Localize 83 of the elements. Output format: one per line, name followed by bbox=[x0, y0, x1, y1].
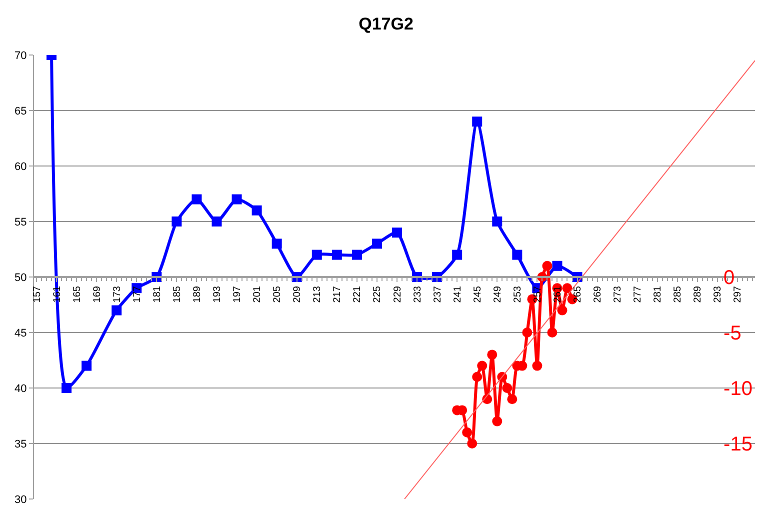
point bbox=[172, 216, 182, 226]
point bbox=[562, 283, 572, 294]
x-tick-label: 241 bbox=[452, 286, 464, 303]
point bbox=[252, 205, 262, 216]
point bbox=[477, 360, 488, 371]
point bbox=[557, 305, 568, 316]
x-tick-label: 265 bbox=[572, 286, 584, 303]
point bbox=[472, 372, 482, 382]
point bbox=[332, 250, 342, 260]
y2-tick-label: -15 bbox=[724, 434, 752, 456]
x-tick-label: 225 bbox=[372, 286, 384, 303]
x-tick-label: 261 bbox=[552, 286, 564, 303]
point bbox=[312, 250, 322, 260]
x-tick-label: 293 bbox=[712, 286, 724, 303]
y-tick-label: 30 bbox=[14, 494, 27, 506]
x-tick-label: 205 bbox=[272, 286, 284, 303]
y2-tick-label: -10 bbox=[724, 378, 752, 400]
x-tick-label: 165 bbox=[72, 286, 83, 303]
point bbox=[472, 116, 482, 127]
point bbox=[552, 260, 562, 271]
x-tick-label: 277 bbox=[632, 286, 644, 303]
x-tick-label: 249 bbox=[492, 286, 504, 303]
point bbox=[467, 438, 478, 448]
x-tick-label: 161 bbox=[52, 286, 63, 303]
y-tick-label: 40 bbox=[14, 382, 27, 395]
x-tick-label: 237 bbox=[432, 286, 444, 303]
x-tick-label: 281 bbox=[652, 286, 664, 303]
y-tick-label: 60 bbox=[14, 160, 27, 173]
point bbox=[452, 250, 462, 260]
point bbox=[507, 394, 518, 404]
y-tick-label: 55 bbox=[14, 216, 27, 228]
point bbox=[532, 360, 542, 371]
x-tick-label: 269 bbox=[592, 286, 604, 303]
point bbox=[82, 360, 92, 371]
x-tick-label: 177 bbox=[132, 286, 143, 303]
point bbox=[462, 427, 472, 438]
x-tick-label: 217 bbox=[332, 286, 344, 303]
x-tick-label: 189 bbox=[192, 286, 203, 303]
x-tick-label: 285 bbox=[672, 286, 684, 303]
y-tick-label: 65 bbox=[14, 105, 27, 118]
point bbox=[192, 194, 202, 204]
x-tick-label: 245 bbox=[472, 286, 484, 303]
x-tick-label: 185 bbox=[172, 286, 183, 303]
y2-tick-label: 0 bbox=[724, 267, 735, 289]
point bbox=[212, 216, 222, 226]
point bbox=[352, 250, 362, 260]
x-tick-label: 233 bbox=[412, 286, 424, 303]
x-tick-label: 273 bbox=[612, 286, 624, 303]
x-tick-label: 173 bbox=[112, 286, 123, 303]
point bbox=[547, 328, 558, 338]
y-tick-label: 70 bbox=[14, 50, 27, 62]
x-tick-label: 297 bbox=[732, 286, 744, 303]
point bbox=[62, 383, 72, 393]
point bbox=[112, 305, 122, 316]
point bbox=[522, 328, 532, 338]
x-tick-label: 169 bbox=[92, 286, 103, 303]
x-tick-label: 257 bbox=[532, 286, 544, 303]
x-tick-label: 253 bbox=[512, 286, 524, 303]
point bbox=[487, 350, 498, 360]
x-tick-label: 197 bbox=[232, 286, 244, 303]
x-tick-label: 181 bbox=[152, 286, 163, 303]
point bbox=[512, 250, 522, 260]
y-tick-label: 50 bbox=[14, 272, 27, 284]
point bbox=[392, 228, 402, 238]
x-tick-label: 193 bbox=[212, 286, 223, 303]
point bbox=[272, 238, 282, 249]
point bbox=[502, 383, 512, 393]
point bbox=[492, 216, 502, 226]
x-tick-label: 157 bbox=[32, 286, 43, 303]
x-tick-label: 221 bbox=[352, 286, 364, 303]
point bbox=[372, 238, 382, 249]
y2-tick-label: -5 bbox=[724, 322, 742, 344]
x-tick-label: 289 bbox=[692, 286, 704, 303]
x-tick-label: 201 bbox=[252, 286, 264, 303]
point bbox=[492, 416, 502, 426]
chart-title: Q17G2 bbox=[358, 14, 414, 34]
y-tick-label: 45 bbox=[14, 327, 27, 340]
x-tick-label: 229 bbox=[392, 286, 404, 303]
point bbox=[542, 260, 552, 271]
y-tick-label: 35 bbox=[14, 438, 27, 450]
x-tick-label: 213 bbox=[312, 286, 324, 303]
point bbox=[232, 194, 242, 204]
x-tick-label: 209 bbox=[292, 286, 304, 303]
